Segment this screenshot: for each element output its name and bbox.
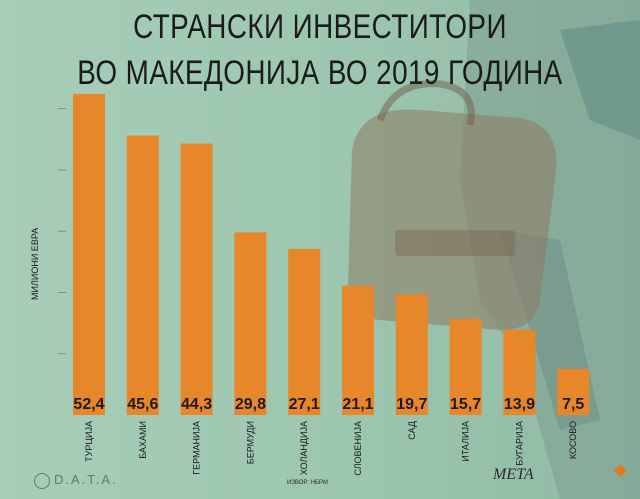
meta-brand: META [493, 464, 627, 484]
bar-4 [234, 232, 267, 415]
data-label-6: 21,1 [342, 396, 373, 413]
bar-5 [288, 248, 321, 415]
bar-8 [449, 318, 482, 415]
category-label-4: БЕРМУДИ [245, 421, 255, 464]
logo-text: D.A.T.A. [54, 472, 118, 487]
data-label-2: 45,6 [127, 396, 158, 413]
chart-title-line-1: СТРАНСКИ ИНВЕСТИТОРИ [133, 8, 507, 46]
bar-10 [557, 369, 590, 415]
data-logo: D.A.T.A. [34, 472, 118, 489]
brand-diamond-icon [613, 464, 627, 477]
data-label-1: 52,4 [73, 396, 104, 413]
y-axis-ticks [58, 108, 66, 355]
category-label-6: СЛОВЕНИЈА [353, 421, 363, 476]
bar-2 [126, 135, 159, 415]
category-label-8: ИТАЛИЈА [461, 421, 471, 462]
category-labels: ТУРЦИЈА БАХАМИ ГЕРМАНИЈА БЕРМУДИ ХОЛАНДИЈА СЛ… [84, 421, 578, 476]
bar-3 [180, 143, 213, 415]
source-note: ИЗВОР: НБРМ [287, 480, 328, 486]
bar-1 [73, 93, 105, 415]
data-label-8: 15,7 [450, 396, 481, 413]
data-logo-icon [34, 472, 50, 489]
data-label-3: 44,3 [181, 396, 212, 413]
data-label-4: 29,8 [235, 396, 266, 413]
bar-9 [503, 329, 536, 415]
value-labels: 52,4 45,6 44,3 29,8 27,1 21,1 19,7 15,7 13,9 7,5 [73, 396, 584, 413]
category-label-5: ХОЛАНДИЈА [299, 421, 309, 475]
category-label-10: КОСОВО [568, 421, 578, 459]
data-label-7: 19,7 [396, 396, 427, 413]
chart-title-line-2: ВО МАКЕДОНИЈА ВО 2019 ГОДИНА [77, 54, 563, 92]
category-label-7: САД [407, 421, 417, 440]
bar-7 [395, 294, 428, 415]
data-label-5: 27,1 [289, 396, 320, 413]
bars [73, 93, 590, 415]
bar-6 [342, 285, 374, 415]
category-label-2: БАХАМИ [138, 421, 148, 459]
data-label-9: 13,9 [504, 396, 535, 413]
category-label-3: ГЕРМАНИЈА [192, 421, 202, 475]
brand-text: META [493, 466, 534, 483]
category-label-1: ТУРЦИЈА [84, 421, 94, 462]
category-label-9: БУГАРИЈА [514, 421, 524, 466]
y-axis-label: МИЛИОНИ ЕВРА [30, 227, 40, 300]
data-label-10: 7,5 [562, 396, 584, 413]
